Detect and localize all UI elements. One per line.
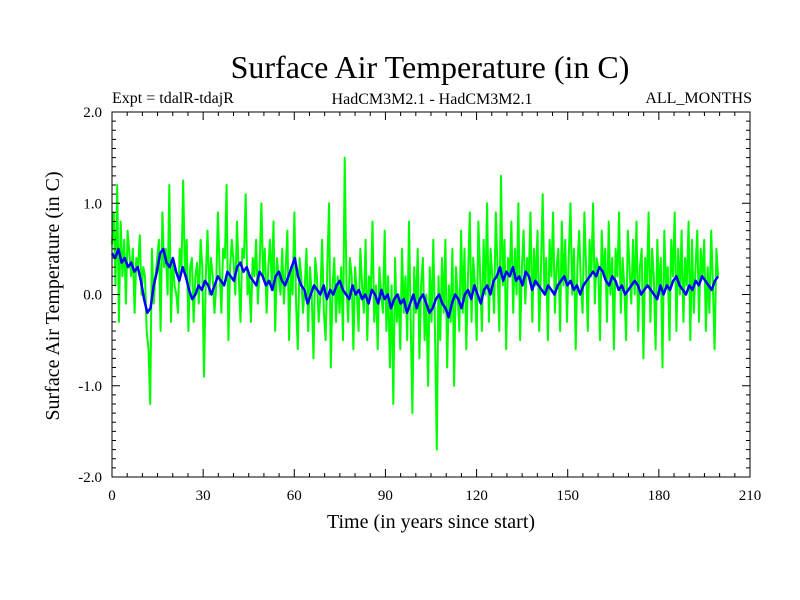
y-tick-label: 0.0 [83, 288, 102, 304]
y-axis-label: Surface Air Temperature (in C) [42, 171, 64, 420]
plot-area [110, 156, 720, 451]
x-tick-label: 210 [739, 488, 762, 504]
axis-ticks [111, 111, 751, 478]
series-monthly [111, 156, 720, 451]
series-smoothed [110, 247, 720, 319]
x-axis-tick-labels: 0 30 60 90 120 150 180 210 [108, 488, 761, 504]
x-tick-label: 30 [196, 488, 211, 504]
subtitle-models: HadCM3M2.1 - HadCM3M2.1 [332, 91, 533, 108]
series-line-monthly [111, 156, 720, 451]
y-axis-tick-labels: -2.0 -1.0 0.0 1.0 2.0 [78, 105, 102, 486]
subtitle-months: ALL_MONTHS [645, 90, 752, 107]
y-tick-label: -1.0 [78, 379, 102, 395]
x-tick-label: 180 [648, 488, 671, 504]
chart-title: Surface Air Temperature (in C) [231, 49, 630, 85]
x-tick-label: 150 [556, 488, 579, 504]
x-tick-label: 0 [108, 488, 116, 504]
x-tick-label: 90 [378, 488, 393, 504]
series-line-smoothed [110, 247, 720, 319]
subtitle-experiment: Expt = tdalR-tdajR [112, 90, 234, 107]
x-tick-label: 60 [287, 488, 302, 504]
y-tick-label: 1.0 [83, 196, 102, 212]
x-tick-label: 120 [465, 488, 488, 504]
y-tick-label: -2.0 [78, 470, 102, 486]
x-axis-label: Time (in years since start) [327, 511, 535, 533]
y-tick-label: 2.0 [83, 105, 102, 121]
